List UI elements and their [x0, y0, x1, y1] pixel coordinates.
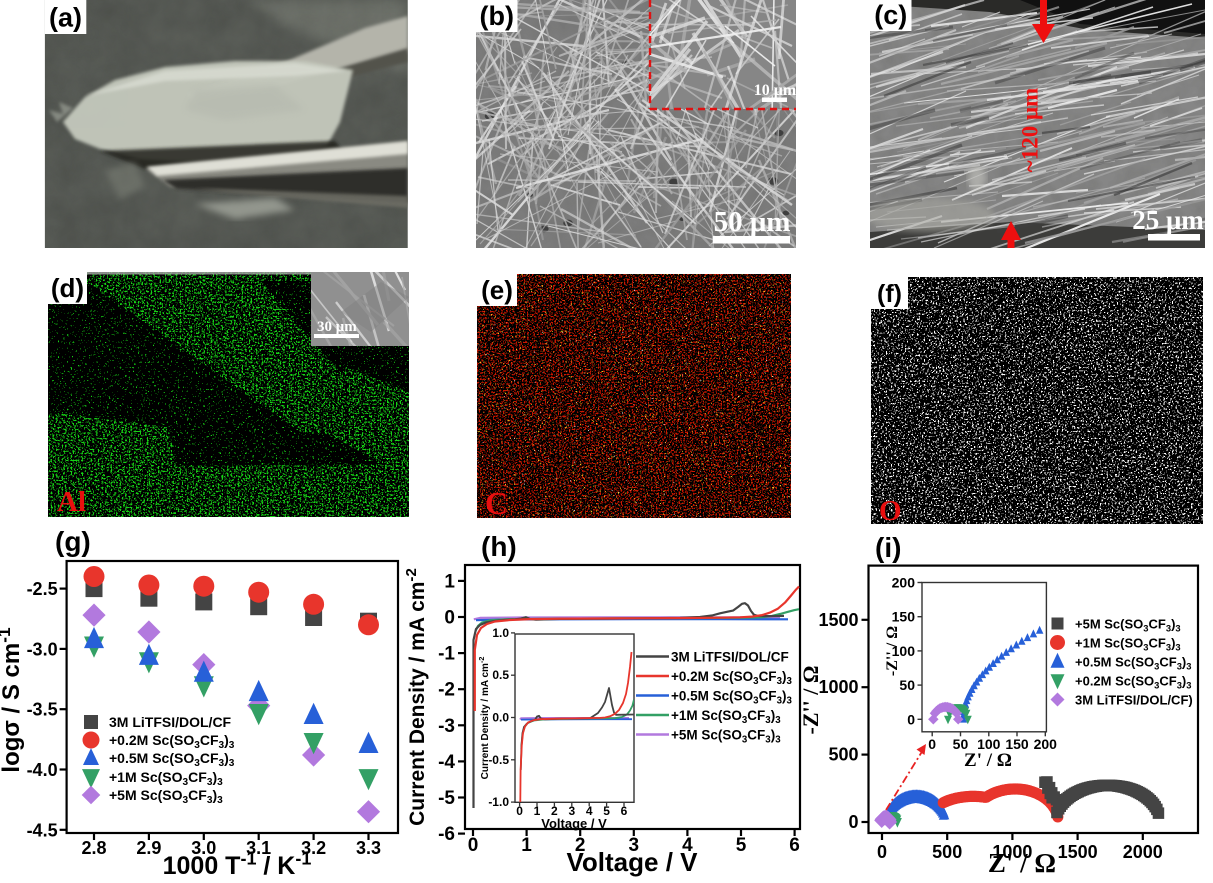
svg-text:200: 200 — [1034, 736, 1058, 752]
svg-text:1000: 1000 — [818, 677, 858, 697]
svg-text:(g): (g) — [55, 526, 91, 557]
svg-text:2.9: 2.9 — [136, 838, 161, 858]
svg-text:30 μm: 30 μm — [317, 319, 357, 335]
svg-text:+5M Sc(SO3​CF3​)3​: +5M Sc(SO3​CF3​)3​ — [1075, 617, 1181, 634]
svg-text:2000: 2000 — [1123, 842, 1163, 862]
svg-text:0: 0 — [468, 835, 479, 856]
svg-text:O: O — [879, 495, 902, 527]
svg-text:(i): (i) — [875, 532, 901, 563]
svg-text:3.0: 3.0 — [191, 838, 216, 858]
svg-text:+0.5M Sc(SO3​CF3​)3​: +0.5M Sc(SO3​CF3​)3​ — [1075, 655, 1191, 672]
svg-text:150: 150 — [1005, 736, 1029, 752]
svg-text:1000: 1000 — [992, 842, 1032, 862]
svg-text:(e): (e) — [481, 275, 513, 305]
svg-text:1: 1 — [521, 835, 532, 856]
svg-text:10 μm: 10 μm — [754, 82, 797, 99]
svg-text:0.5: 0.5 — [492, 668, 509, 682]
svg-text:0: 0 — [877, 842, 887, 862]
svg-text:25 μm: 25 μm — [1132, 205, 1204, 235]
svg-text:3: 3 — [568, 804, 575, 818]
svg-text:1500: 1500 — [1058, 842, 1098, 862]
svg-text:-6: -6 — [438, 824, 455, 845]
svg-text:Z' / Ω: Z' / Ω — [988, 848, 1056, 878]
svg-text:0: 0 — [907, 711, 915, 727]
svg-text:(h): (h) — [481, 531, 517, 562]
svg-text:-3: -3 — [438, 716, 455, 737]
svg-text:4: 4 — [586, 804, 593, 818]
svg-text:3M LiTFSI/DOL/CF): 3M LiTFSI/DOL/CF) — [1075, 693, 1193, 708]
svg-text:-4: -4 — [438, 752, 455, 773]
svg-text:-0.5: -0.5 — [488, 753, 509, 767]
svg-text:+1M Sc(SO3​CF3​)3​: +1M Sc(SO3​CF3​)3​ — [1075, 636, 1181, 653]
svg-text:0: 0 — [516, 804, 523, 818]
svg-text:500: 500 — [828, 745, 858, 765]
svg-text:1.0: 1.0 — [492, 626, 509, 640]
svg-text:(a): (a) — [49, 3, 82, 33]
svg-text:5: 5 — [603, 804, 610, 818]
svg-text:-2.5: -2.5 — [27, 579, 58, 599]
svg-text:1: 1 — [444, 571, 455, 592]
svg-text:+0.2M Sc(SO3​CF3​)3​: +0.2M Sc(SO3​CF3​)3​ — [109, 732, 235, 751]
svg-text:Voltage / V: Voltage / V — [541, 816, 607, 831]
svg-text:+5M Sc(SO3​CF3​)3​: +5M Sc(SO3​CF3​)3​ — [109, 787, 223, 806]
svg-text:-Z'' / Ω: -Z'' / Ω — [798, 666, 823, 735]
svg-text:3M LiTFSI/DOL/CF: 3M LiTFSI/DOL/CF — [671, 650, 789, 665]
svg-text:C: C — [485, 485, 508, 521]
svg-text:50: 50 — [953, 736, 969, 752]
svg-text:-4.0: -4.0 — [27, 760, 58, 780]
svg-text:3M LiTFSI/DOL/CF: 3M LiTFSI/DOL/CF — [109, 714, 232, 730]
svg-text:~120 μm: ~120 μm — [1017, 88, 1042, 172]
svg-text:-5: -5 — [438, 788, 455, 809]
svg-text:100: 100 — [892, 643, 916, 659]
svg-text:-1: -1 — [438, 644, 455, 665]
svg-text:0: 0 — [848, 812, 858, 832]
svg-text:500: 500 — [932, 842, 962, 862]
svg-text:50: 50 — [899, 677, 915, 693]
svg-text:+0.2M Sc(SO3​CF3​)3​: +0.2M Sc(SO3​CF3​)3​ — [1075, 674, 1191, 691]
svg-text:3.2: 3.2 — [301, 838, 326, 858]
svg-text:(f): (f) — [877, 280, 902, 308]
svg-text:Voltage / V: Voltage / V — [567, 847, 699, 877]
svg-text:2.8: 2.8 — [81, 838, 106, 858]
svg-text:(b): (b) — [480, 1, 514, 31]
svg-text:+0.2M Sc(SO3​CF3​)3​: +0.2M Sc(SO3​CF3​)3​ — [671, 669, 792, 687]
svg-text:1500: 1500 — [818, 610, 858, 630]
svg-text:+0.5M Sc(SO3​CF3​)3​: +0.5M Sc(SO3​CF3​)3​ — [671, 689, 792, 707]
svg-text:3.1: 3.1 — [246, 838, 271, 858]
svg-text:100: 100 — [977, 736, 1001, 752]
svg-text:-Z'' / Ω: -Z'' / Ω — [884, 626, 901, 676]
svg-text:2: 2 — [551, 804, 558, 818]
svg-text:+5M Sc(SO3​CF3​)3​: +5M Sc(SO3​CF3​)3​ — [671, 728, 781, 746]
svg-text:1000 T-1​ / K-1​: 1000 T-1​ / K-1​ — [163, 849, 312, 879]
svg-text:200: 200 — [892, 575, 916, 591]
svg-text:-3.5: -3.5 — [27, 700, 58, 720]
svg-text:5: 5 — [736, 835, 747, 856]
svg-text:(d): (d) — [51, 273, 84, 303]
svg-text:Al: Al — [57, 486, 86, 518]
svg-text:50 μm: 50 μm — [714, 206, 791, 238]
svg-text:Current Density / mA cm-2​: Current Density / mA cm-2​ — [403, 568, 429, 826]
svg-text:0: 0 — [444, 608, 455, 629]
svg-text:1: 1 — [534, 804, 541, 818]
svg-text:6: 6 — [789, 835, 800, 856]
svg-text:+1M Sc(SO3​CF3​)3​: +1M Sc(SO3​CF3​)3​ — [109, 769, 223, 788]
svg-text:+0.5M Sc(SO3​CF3​)3​: +0.5M Sc(SO3​CF3​)3​ — [109, 750, 235, 769]
svg-text:0: 0 — [928, 736, 936, 752]
svg-text:2: 2 — [575, 835, 586, 856]
svg-text:3.3: 3.3 — [356, 838, 381, 858]
svg-text:150: 150 — [892, 609, 916, 625]
svg-text:+1M Sc(SO3​CF3​)3​: +1M Sc(SO3​CF3​)3​ — [671, 708, 781, 726]
svg-text:4: 4 — [682, 835, 693, 856]
svg-text:logσ / S cm-1​: logσ / S cm-1​ — [0, 627, 25, 773]
svg-text:Z' / Ω: Z' / Ω — [964, 750, 1012, 771]
svg-text:3: 3 — [629, 835, 640, 856]
svg-text:(c): (c) — [874, 0, 907, 30]
svg-text:Current Density / mA cm-2​: Current Density / mA cm-2​ — [477, 657, 491, 780]
svg-text:-4.5: -4.5 — [27, 820, 58, 840]
svg-text:0.0: 0.0 — [492, 711, 509, 725]
svg-text:-2: -2 — [438, 680, 455, 701]
svg-text:6: 6 — [621, 804, 628, 818]
svg-text:-3.0: -3.0 — [27, 639, 58, 659]
svg-text:-1.0: -1.0 — [488, 795, 509, 809]
